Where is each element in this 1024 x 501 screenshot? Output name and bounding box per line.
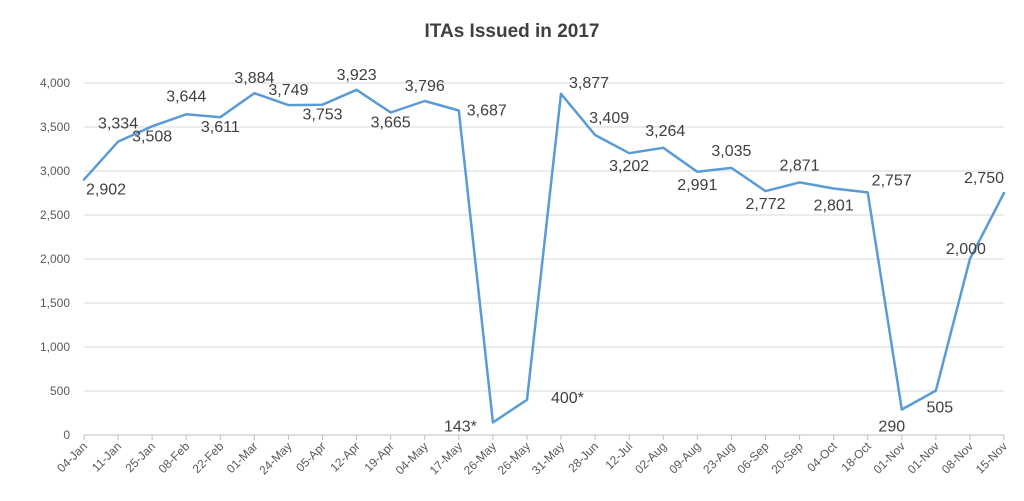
x-tick-label: 01-Nov: [871, 439, 908, 476]
data-label: 2,991: [677, 177, 717, 194]
x-tick-label: 24-May: [256, 439, 294, 477]
x-tick-label: 26-May: [495, 439, 533, 477]
x-tick-label: 09-Aug: [666, 439, 703, 476]
data-label: 400*: [551, 390, 584, 407]
y-tick-label: 1,000: [40, 340, 70, 354]
data-label: 3,611: [201, 119, 240, 136]
data-label: 505: [927, 400, 954, 417]
x-tick-label: 15-Nov: [973, 439, 1010, 476]
data-label: 3,644: [166, 88, 206, 105]
x-tick-label: 18-Oct: [838, 439, 874, 475]
data-label: 3,923: [337, 67, 377, 84]
data-label: 290: [878, 418, 905, 435]
x-tick-label: 31-May: [529, 439, 567, 477]
y-tick-label: 500: [50, 384, 70, 398]
x-tick-label: 04-May: [393, 439, 431, 477]
y-tick-label: 1,500: [40, 296, 70, 310]
data-label: 3,753: [302, 107, 342, 124]
x-tick-label: 20-Sep: [768, 439, 805, 476]
data-label: 2,750: [964, 170, 1004, 187]
data-label: 3,334: [98, 116, 138, 133]
data-label: 143*: [444, 418, 477, 435]
data-label: 3,687: [467, 103, 507, 120]
data-label: 3,035: [711, 143, 751, 160]
x-tick-label: 01-Nov: [905, 439, 942, 476]
y-tick-label: 2,000: [40, 252, 70, 266]
data-label: 2,801: [814, 198, 854, 215]
x-tick-label: 05-Apr: [293, 439, 328, 474]
data-label: 3,749: [268, 82, 308, 99]
x-tick-label: 08-Nov: [939, 439, 976, 476]
x-tick-label: 06-Sep: [734, 439, 771, 476]
x-tick-label: 01-Mar: [224, 439, 261, 476]
x-tick-label: 23-Aug: [700, 439, 737, 476]
series-line: [82, 88, 1006, 424]
x-tick-label: 02-Aug: [632, 439, 669, 476]
x-tick-label: 22-Feb: [190, 439, 227, 476]
data-label: 2,871: [780, 157, 820, 174]
x-tick-label: 11-Jan: [89, 439, 124, 474]
x-tick-label: 04-Jan: [54, 439, 90, 475]
x-tick-label: 25-Jan: [122, 439, 158, 475]
x-tick-label: 26-May: [461, 439, 499, 477]
y-tick-label: 0: [63, 428, 70, 442]
data-label: 2,000: [946, 241, 986, 258]
x-tick-label: 12-Apr: [327, 439, 362, 474]
data-label: 3,665: [371, 114, 411, 131]
data-label: 2,757: [872, 172, 912, 189]
data-label: 3,796: [405, 78, 445, 95]
y-tick-label: 3,000: [40, 164, 70, 178]
x-tick-label: 04-Oct: [804, 439, 840, 475]
x-tick-label: 17-May: [427, 439, 465, 477]
data-label: 3,508: [132, 128, 172, 145]
x-tick-label: 12-Jul: [602, 439, 635, 472]
chart-title: ITAs Issued in 2017: [424, 21, 600, 42]
data-label: 2,772: [745, 196, 785, 213]
x-tick-label: 28-Jun: [565, 439, 601, 475]
data-label: 3,409: [589, 110, 629, 127]
data-label: 3,877: [569, 75, 609, 92]
y-tick-label: 4,000: [40, 76, 70, 90]
y-tick-label: 2,500: [40, 208, 70, 222]
x-tick-label: 08-Feb: [156, 439, 193, 476]
data-label: 3,202: [609, 158, 649, 175]
data-label: 3,884: [234, 70, 274, 87]
data-label: 2,902: [86, 182, 126, 199]
x-tick-label: 19-Apr: [361, 439, 396, 474]
y-tick-label: 3,500: [40, 120, 70, 134]
data-label: 3,264: [645, 123, 685, 140]
